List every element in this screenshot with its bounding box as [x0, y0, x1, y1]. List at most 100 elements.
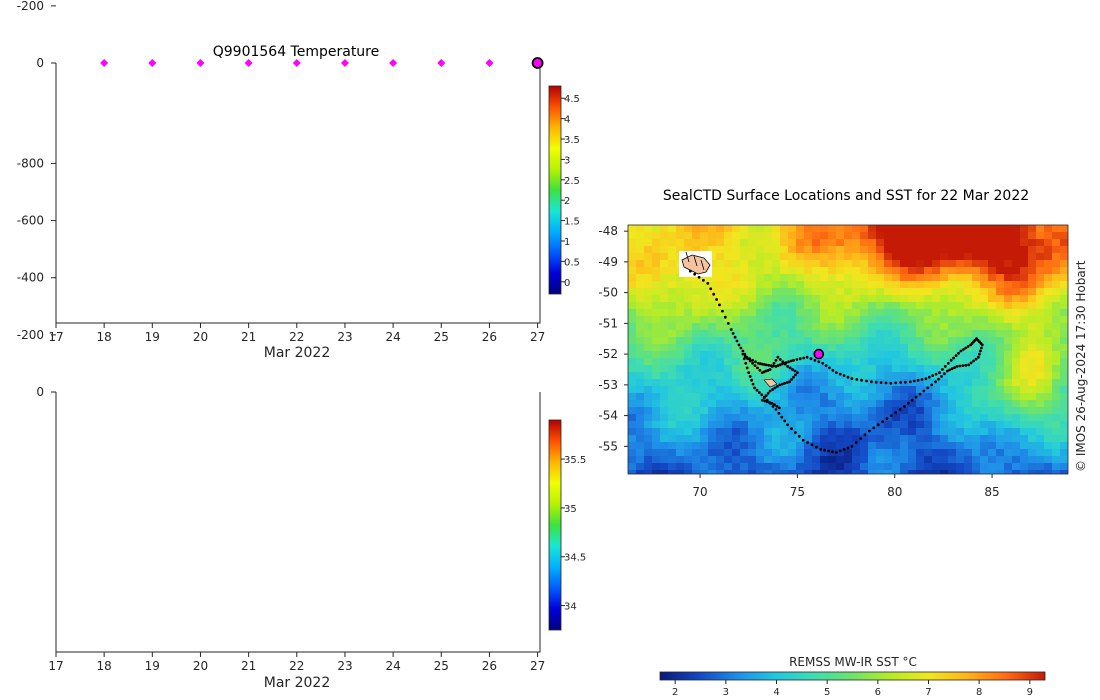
sst-cell: [724, 337, 733, 345]
sst-cell: [1028, 253, 1037, 261]
sst-cell: [796, 400, 805, 408]
sst-cell: [924, 316, 933, 324]
sst-cell: [884, 379, 893, 387]
sst-cell: [788, 225, 797, 233]
sst-cell: [900, 239, 909, 247]
sst-cell: [796, 372, 805, 380]
sst-cell: [772, 344, 781, 352]
sst-cell: [964, 365, 973, 373]
sst-cell: [964, 281, 973, 289]
sst-cell: [844, 309, 853, 317]
sst-cell: [636, 351, 645, 359]
sst-cell: [988, 337, 997, 345]
sst-cell: [788, 344, 797, 352]
sst-cell: [828, 330, 837, 338]
x-tick-label: 19: [145, 330, 160, 344]
sst-cell: [740, 393, 749, 401]
sst-cell: [700, 344, 709, 352]
sst-cell: [692, 281, 701, 289]
sst-cell: [668, 407, 677, 415]
sst-cell: [836, 330, 845, 338]
sst-cell: [732, 379, 741, 387]
sst-cell: [836, 295, 845, 303]
sst-cell: [692, 246, 701, 254]
sst-cell: [892, 386, 901, 394]
sst-cell: [956, 295, 965, 303]
sst-cell: [732, 365, 741, 373]
sst-cell: [940, 358, 949, 366]
sst-cell: [660, 274, 669, 282]
x-tick-label: 20: [193, 659, 208, 673]
sst-cell: [1036, 253, 1045, 261]
sst-cell: [900, 232, 909, 240]
sst-cell: [868, 372, 877, 380]
sst-cell: [796, 239, 805, 247]
sst-cell: [964, 351, 973, 359]
sst-cell: [796, 253, 805, 261]
sst-cell: [1044, 379, 1053, 387]
sst-cell: [996, 288, 1005, 296]
sst-cell: [900, 274, 909, 282]
sst-cell: [1044, 260, 1053, 268]
sst-cell: [900, 407, 909, 415]
temperature-colorbar: 00.511.522.533.544.5: [548, 85, 580, 295]
sst-cell: [836, 407, 845, 415]
sst-cell: [836, 351, 845, 359]
sst-cell: [892, 239, 901, 247]
sst-cell: [972, 253, 981, 261]
sst-cell: [972, 330, 981, 338]
sst-cell: [948, 386, 957, 394]
sst-cell: [692, 386, 701, 394]
x-tick-label: 26: [482, 330, 497, 344]
surface-marker: [100, 59, 109, 67]
sst-cell: [1044, 246, 1053, 254]
sst-cell: [924, 232, 933, 240]
sst-cell: [780, 274, 789, 282]
sst-cell: [724, 253, 733, 261]
sst-cell: [628, 302, 637, 310]
colorbar-tick-label: 35.5: [564, 455, 586, 466]
sst-cell: [884, 281, 893, 289]
sst-cell: [644, 253, 653, 261]
sst-cell: [676, 274, 685, 282]
sst-cell: [676, 281, 685, 289]
sst-cell: [724, 232, 733, 240]
sst-cell: [652, 246, 661, 254]
sst-cell: [956, 407, 965, 415]
sst-cell: [780, 365, 789, 373]
sst-cell: [804, 225, 813, 233]
sst-cell: [636, 225, 645, 233]
sst-cell: [1004, 344, 1013, 352]
sst-cell: [1060, 393, 1068, 401]
sst-cell: [876, 400, 885, 408]
sst-cell: [628, 274, 637, 282]
sst-cell: [748, 372, 757, 380]
x-tick-label: 17: [48, 659, 63, 673]
sst-cell: [924, 309, 933, 317]
sst-cell: [844, 386, 853, 394]
sst-cell: [924, 239, 933, 247]
sst-cell: [860, 386, 869, 394]
sst-cell: [908, 358, 917, 366]
sst-cell: [1020, 239, 1029, 247]
sst-cell: [1028, 281, 1037, 289]
sst-cell: [860, 295, 869, 303]
sst-cell: [644, 281, 653, 289]
sst-cell: [644, 295, 653, 303]
sst-cell: [900, 386, 909, 394]
sst-cell: [748, 225, 757, 233]
sst-cell: [764, 372, 773, 380]
sst-cell: [780, 407, 789, 415]
sst-cell: [956, 372, 965, 380]
sst-cell: [780, 260, 789, 268]
sst-cell: [868, 267, 877, 275]
sst-cell: [716, 393, 725, 401]
x-tick-label: 21: [241, 659, 256, 673]
sst-cell: [772, 372, 781, 380]
sst-cell: [836, 372, 845, 380]
salinity-colorbar-ramp: [548, 419, 562, 631]
sst-cell: [708, 323, 717, 331]
sst-cell: [988, 407, 997, 415]
sst-cell: [756, 393, 765, 401]
sst-cell: [788, 246, 797, 254]
